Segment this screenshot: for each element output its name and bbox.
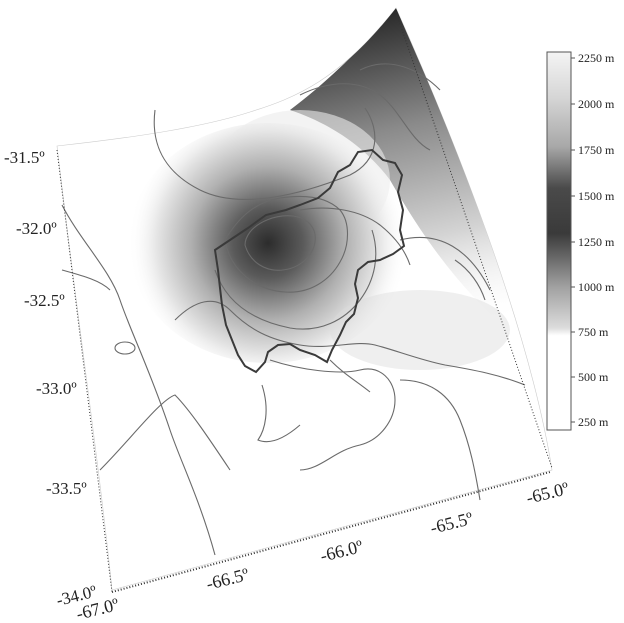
lat-label: -32.5º <box>24 291 65 310</box>
elevation-colorbar: 2250 m 2000 m 1750 m 1500 m 1250 m 1000 … <box>546 51 615 431</box>
colorbar-label: 2250 m <box>578 51 615 65</box>
lon-label: -66.0º <box>318 536 365 566</box>
contour-lines <box>61 63 526 556</box>
terrain-surface <box>56 7 553 591</box>
lat-label: -33.0º <box>36 379 77 398</box>
colorbar-label: 1250 m <box>578 235 615 249</box>
colorbar-label: 1750 m <box>578 143 615 157</box>
colorbar-label: 1500 m <box>578 189 615 203</box>
lat-label: -32.0º <box>16 219 57 238</box>
colorbar-label: 1000 m <box>578 280 615 294</box>
region-boundary <box>213 148 406 374</box>
lat-label: -33.5º <box>46 479 87 498</box>
lat-label: -31.5º <box>4 148 45 167</box>
lon-label: -66.5º <box>204 564 251 594</box>
latitude-labels: -31.5º -32.0º -32.5º -33.0º -33.5º -34.0… <box>4 148 98 610</box>
colorbar-label: 2000 m <box>578 97 615 111</box>
lon-label: -65.0º <box>524 478 571 508</box>
colorbar-gradient <box>546 51 572 431</box>
axis-ticks <box>56 11 553 593</box>
colorbar-label: 750 m <box>578 325 609 339</box>
colorbar-label: 250 m <box>578 415 609 429</box>
colorbar-label: 500 m <box>578 370 609 384</box>
lon-label: -65.5º <box>428 508 475 538</box>
